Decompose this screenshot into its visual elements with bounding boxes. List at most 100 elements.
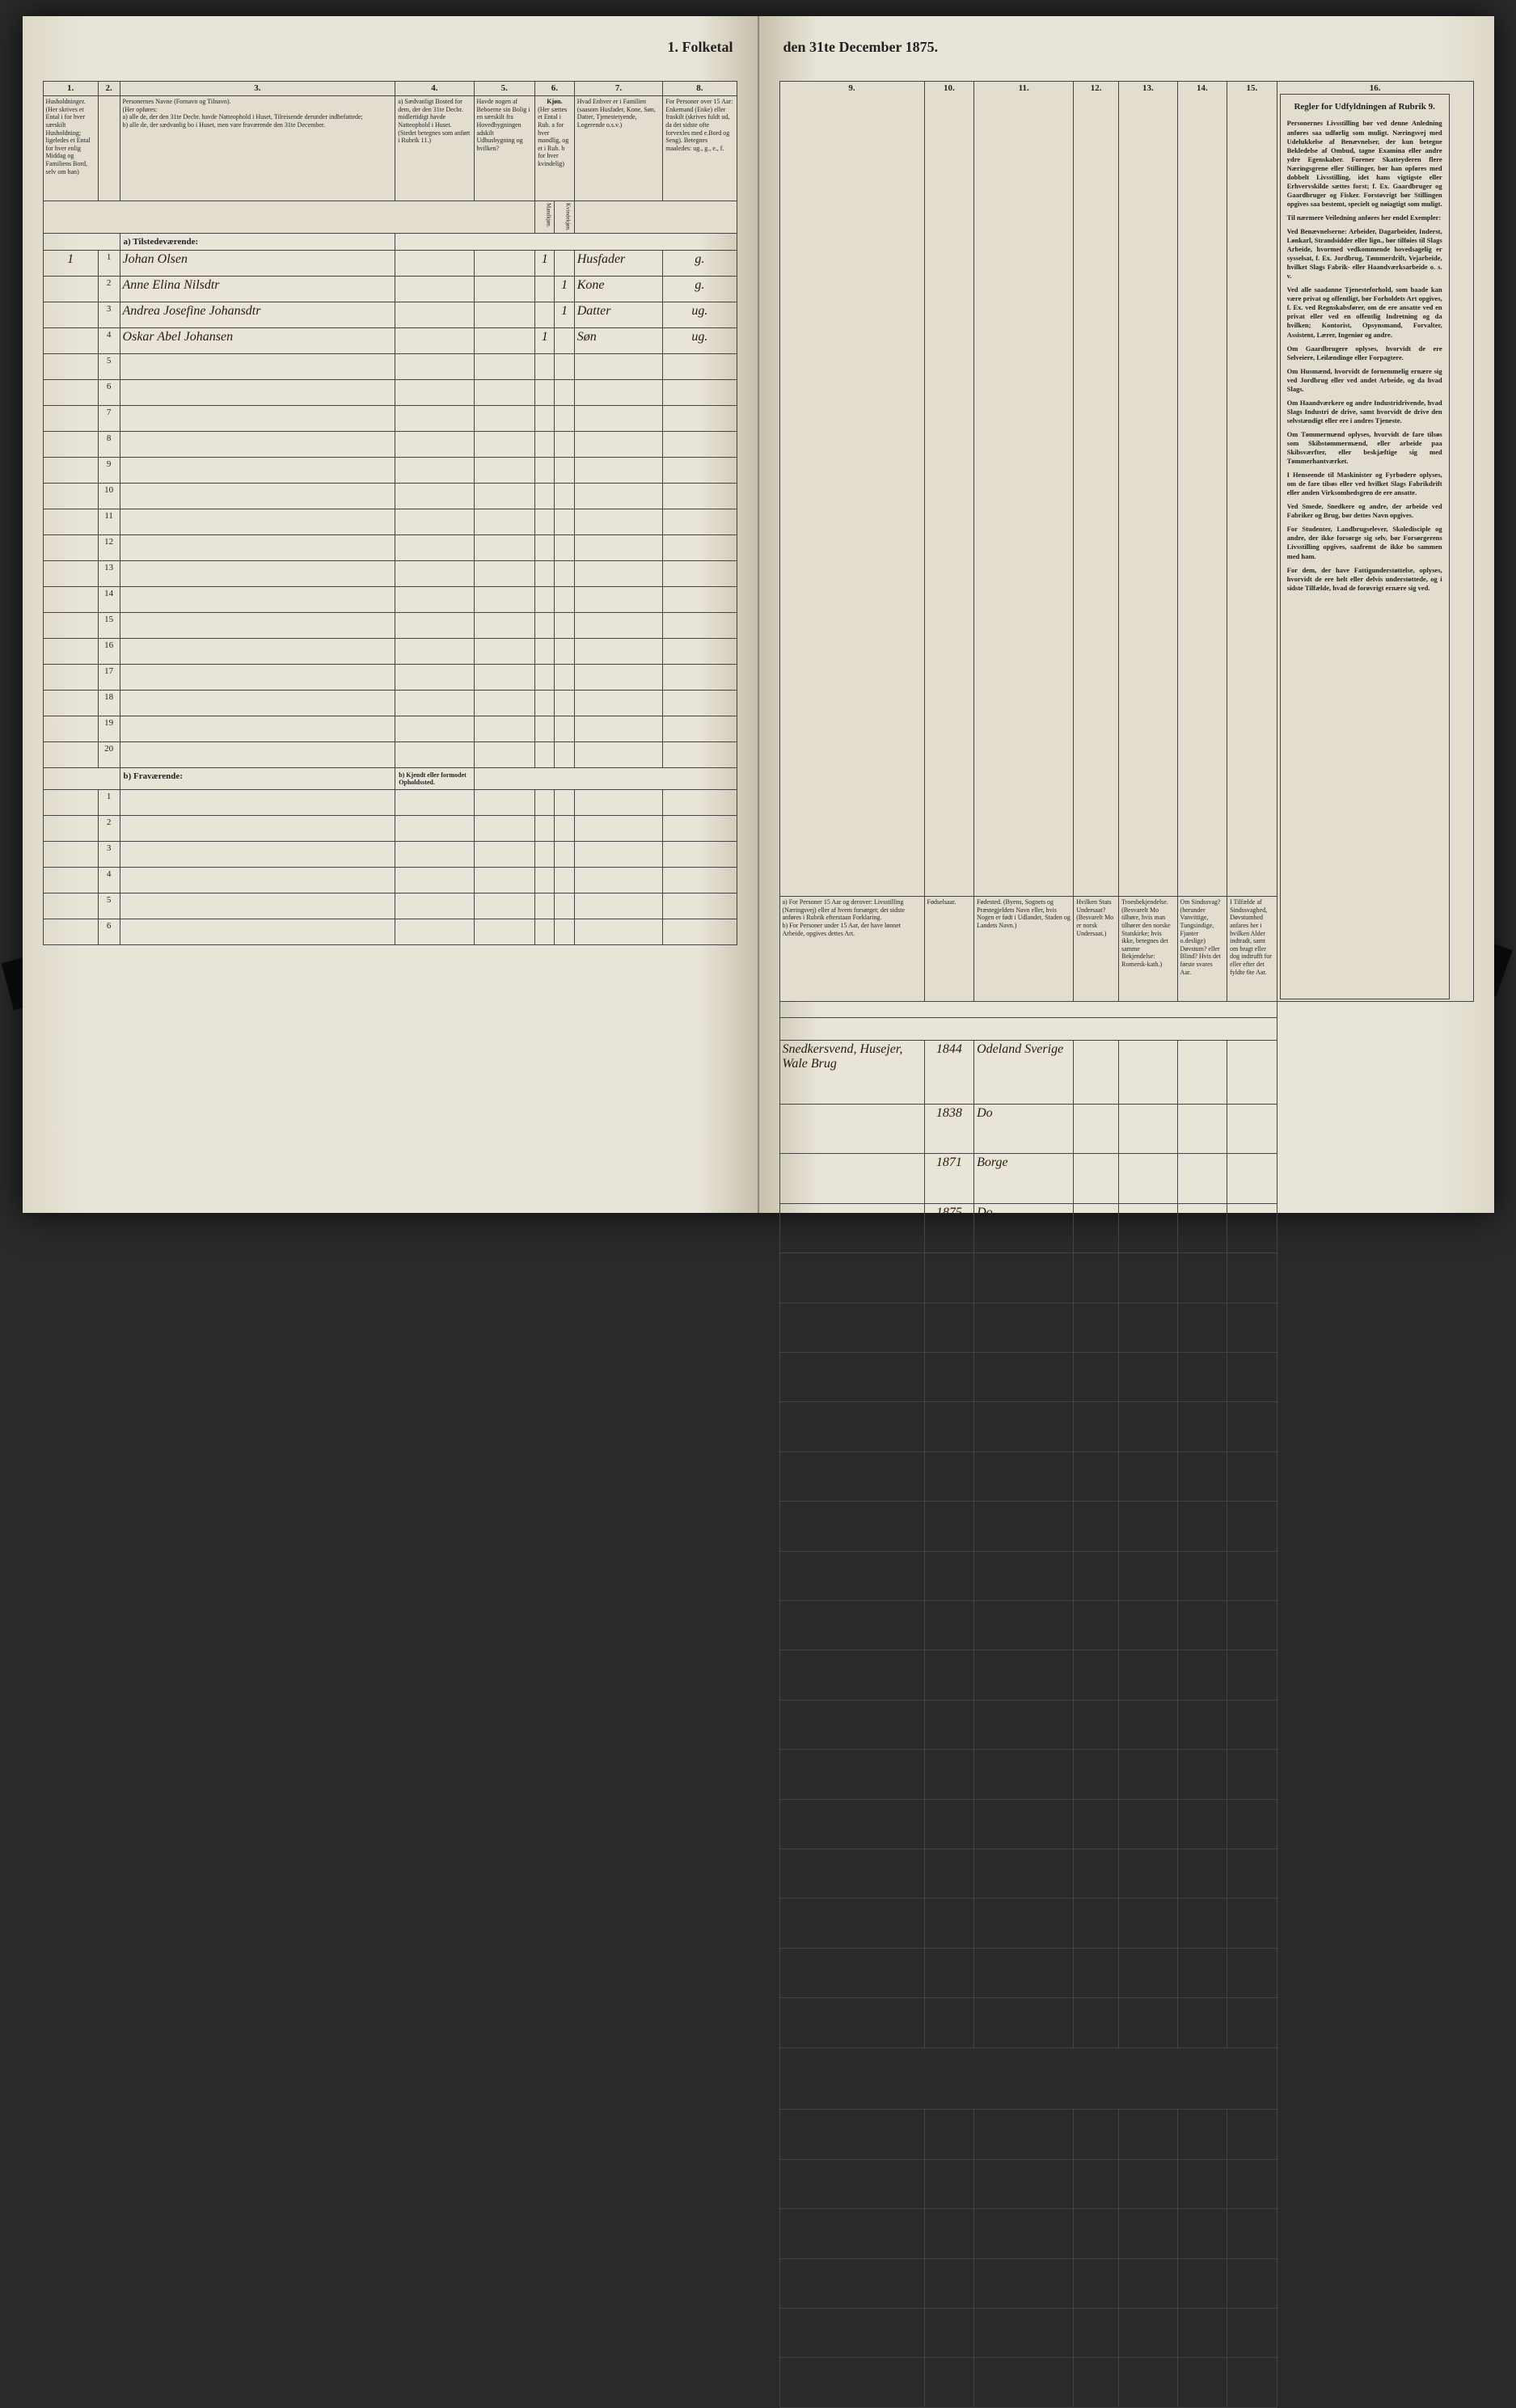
person-name: Johan Olsen [120, 251, 395, 277]
instruction-para: For dem, der have Fattigunderstøttelse, … [1287, 566, 1442, 593]
instruction-para: Personernes Livsstilling bør ved denne A… [1287, 119, 1442, 208]
table-row: 1871 Borge [779, 1154, 1473, 1203]
cell-occupation: Snedkersvend, Husejer, Wale Brug [779, 1041, 924, 1105]
col-16: 16. Regler for Udfyldningen af Rubrik 9.… [1277, 82, 1473, 1002]
table-row: 19 [43, 716, 737, 742]
header-13: Troesbekjendelse. (Besvarelt Mo tilhøre,… [1119, 897, 1177, 1002]
cell-onset [1227, 1104, 1277, 1153]
col-num-4: 4. [395, 82, 474, 96]
cell-year: 1838 [924, 1104, 974, 1153]
cell-sex-m [535, 302, 555, 328]
table-row: 10 [43, 484, 737, 509]
title-right: den 31te December 1875. [783, 39, 939, 56]
row-num: 3 [98, 302, 120, 328]
cell-sex-f [555, 251, 574, 277]
header-6-sub: (Her sættes et Ental i Rub. a for hver m… [538, 106, 572, 168]
row-num: 15 [98, 613, 120, 639]
cell-disability [1177, 1104, 1227, 1153]
section-b-row-r [779, 2047, 1473, 2110]
table-row: 4 [43, 868, 737, 893]
cell-sex-f: 1 [555, 277, 574, 302]
table-row: 2 Anne Elina Nilsdtr 1 Kone g. [43, 277, 737, 302]
row-num: 5 [98, 354, 120, 380]
row-num: 3 [98, 842, 120, 868]
person-name: Andrea Josefine Johansdtr [120, 302, 395, 328]
row-num: 4 [98, 868, 120, 893]
instruction-para: I Henseende til Maskinister og Fyrbødere… [1287, 471, 1442, 497]
cell-faith [1119, 1154, 1177, 1203]
row-num: 2 [98, 277, 120, 302]
cell-place: Odeland Sverige [974, 1041, 1074, 1105]
household-num [43, 302, 98, 328]
instruction-para: Ved Benævnelserne: Arbeider, Dagarbeider… [1287, 227, 1442, 281]
col-num-1: 1. [43, 82, 98, 96]
table-row [779, 1998, 1473, 2047]
cell-family: Søn [574, 328, 663, 354]
cell-occupation [779, 1104, 924, 1153]
table-row: 14 [43, 587, 737, 613]
row-num: 5 [98, 893, 120, 919]
cell-disability [1177, 1154, 1227, 1203]
cell-marital: ug. [663, 302, 737, 328]
table-row [779, 1352, 1473, 1401]
table-row: 5 [43, 354, 737, 380]
cell-disability [1177, 1203, 1227, 1253]
table-row [779, 2209, 1473, 2258]
cell-year: 1875 [924, 1203, 974, 1253]
col-num-2: 2. [98, 82, 120, 96]
table-row [779, 1700, 1473, 1749]
row-num: 13 [98, 561, 120, 587]
instruction-para: Om Tømmermænd oplyses, hvorvidt de fare … [1287, 430, 1442, 466]
instruction-para: Til nærmere Veiledning anføres her endel… [1287, 213, 1442, 222]
table-row: 18 [43, 691, 737, 716]
cell-faith [1119, 1041, 1177, 1105]
left-page: 1. Folketal 1. 2. 3. 4. 5. 6. 7. 8. Hush… [23, 16, 759, 1213]
header-15: I Tilfælde af Sindssvaghed, Døvstumhed a… [1227, 897, 1277, 1002]
cell-outbuilding [474, 251, 535, 277]
table-row: 13 [43, 561, 737, 587]
col-num-5: 5. [474, 82, 535, 96]
cell-place: Borge [974, 1154, 1074, 1203]
header-3: Personernes Navne (Fornavn og Tilnavn). … [120, 96, 395, 201]
title-left: 1. Folketal [668, 39, 733, 56]
cell-sex-m: 1 [535, 251, 555, 277]
header-4: a) Sædvanligt Bosted for dem, der den 31… [395, 96, 474, 201]
col-num-11: 11. [974, 82, 1074, 897]
table-row: 12 [43, 535, 737, 561]
table-row [779, 1253, 1473, 1303]
table-row: 8 [43, 432, 737, 458]
household-num [43, 277, 98, 302]
cell-family: Datter [574, 302, 663, 328]
cell-sex-m: 1 [535, 328, 555, 354]
table-row: 17 [43, 665, 737, 691]
col-num-10: 10. [924, 82, 974, 897]
row-num: 14 [98, 587, 120, 613]
row-num: 19 [98, 716, 120, 742]
table-row [779, 2309, 1473, 2358]
table-row [779, 2159, 1473, 2208]
col-num-6: 6. [535, 82, 575, 96]
table-row: 15 [43, 613, 737, 639]
row-num: 20 [98, 742, 120, 768]
person-name: Anne Elina Nilsdtr [120, 277, 395, 302]
cell-citizen [1074, 1041, 1119, 1105]
header-2 [98, 96, 120, 201]
header-9: a) For Personer 15 Aar og derover: Livss… [779, 897, 924, 1002]
row-num: 16 [98, 639, 120, 665]
header-11: Fødested. (Byens, Sognets og Præstegjeld… [974, 897, 1074, 1002]
table-row [779, 1650, 1473, 1700]
cell-occupation [779, 1154, 924, 1203]
row-num: 1 [98, 790, 120, 816]
row-num: 11 [98, 509, 120, 535]
header-14: Om Sindssvag? (herunder Vanvittige, Tung… [1177, 897, 1227, 1002]
row-num: 17 [98, 665, 120, 691]
instructions-panel: Regler for Udfyldningen af Rubrik 9. Per… [1280, 94, 1450, 999]
table-row [779, 1948, 1473, 1997]
cell-residence [395, 302, 474, 328]
table-row [779, 1451, 1473, 1501]
header-1: Husholdninger. (Her skrives et Ental i f… [43, 96, 98, 201]
row-num: 12 [98, 535, 120, 561]
row-num: 9 [98, 458, 120, 484]
cell-residence [395, 328, 474, 354]
col-num-14: 14. [1177, 82, 1227, 897]
